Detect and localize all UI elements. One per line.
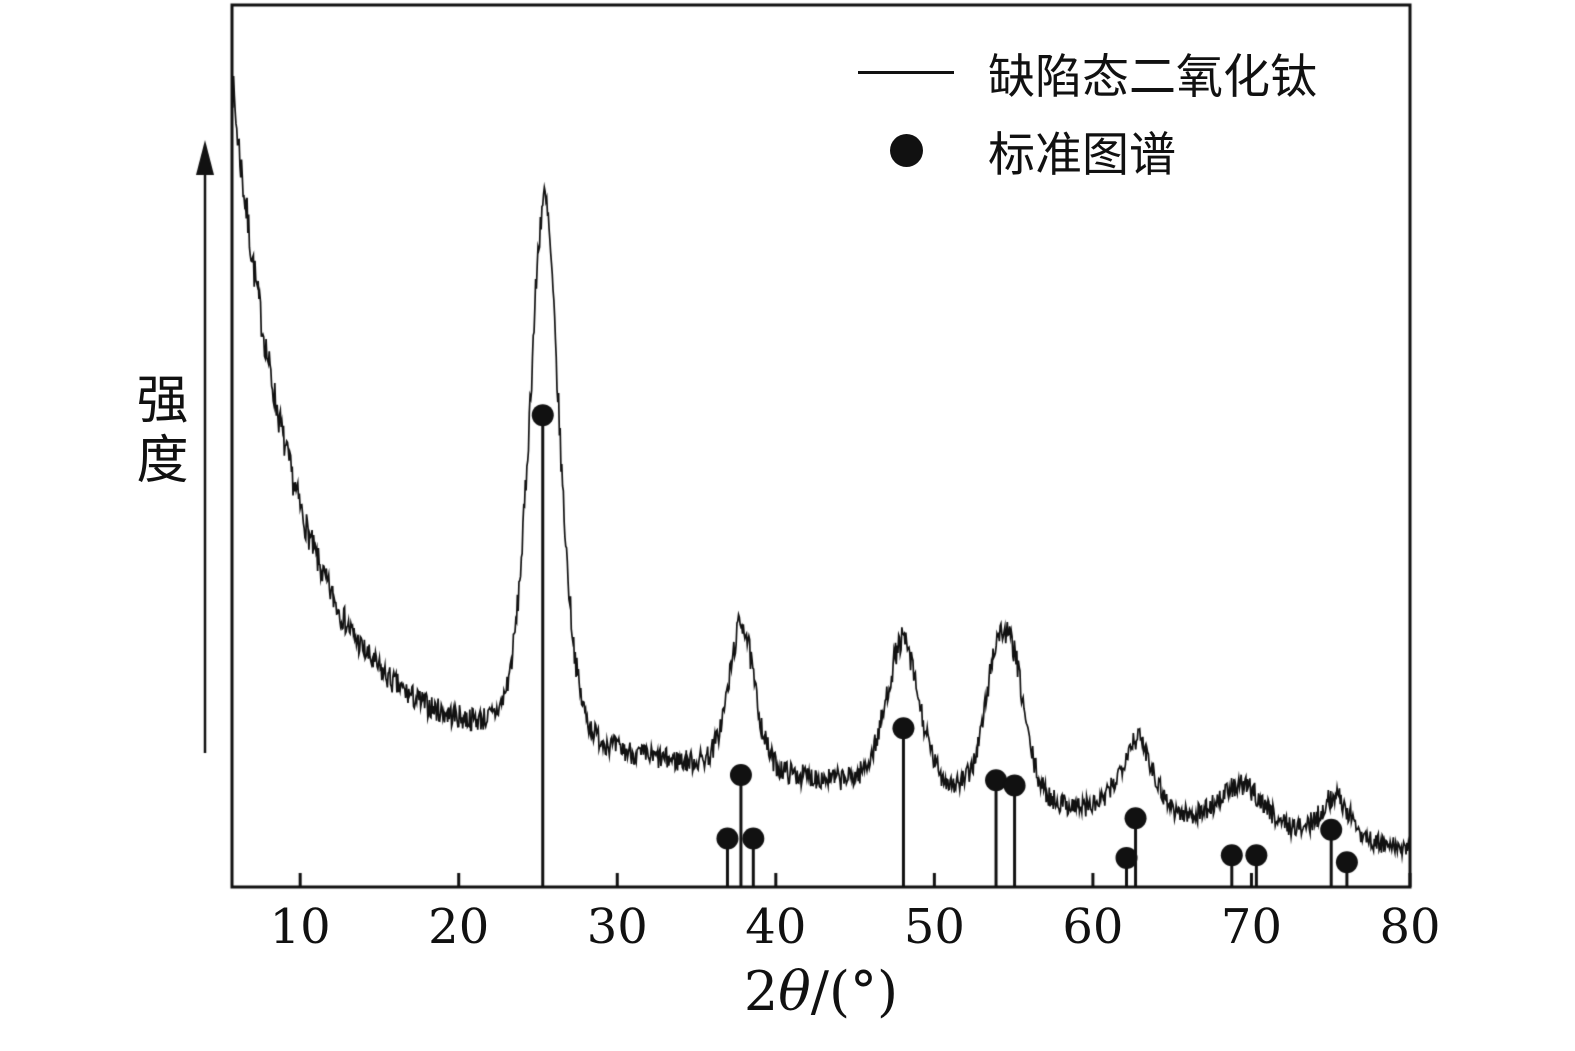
legend-entry-standard-pattern: 标准图谱 <box>850 114 1317 186</box>
legend-label: 标准图谱 <box>988 127 1176 183</box>
legend-label: 缺陷态二氧化钛 <box>988 49 1317 105</box>
x-tick-label: 10 <box>269 899 331 955</box>
x-axis-label-prefix: 2 <box>743 960 779 1023</box>
y-axis-label: 强度 <box>127 372 187 492</box>
x-tick-label: 30 <box>586 899 648 955</box>
x-tick-label: 40 <box>745 899 807 955</box>
x-tick-label: 70 <box>1220 899 1282 955</box>
x-tick-label: 20 <box>428 899 490 955</box>
x-tick-label: 80 <box>1379 899 1441 955</box>
legend-marker-cell <box>850 70 962 74</box>
line-marker-icon <box>858 70 954 74</box>
x-tick-label: 50 <box>903 899 965 955</box>
x-tick-label: 60 <box>1062 899 1124 955</box>
legend-marker-cell <box>850 133 962 167</box>
legend: 缺陷态二氧化钛 标准图谱 <box>850 36 1317 186</box>
legend-entry-sample-line: 缺陷态二氧化钛 <box>850 36 1317 108</box>
theta-symbol: θ <box>778 960 811 1023</box>
circle-marker-icon <box>889 133 923 167</box>
x-axis-label-suffix: /(°) <box>810 960 899 1023</box>
x-axis-label: 2θ/(°) <box>232 960 1410 1023</box>
